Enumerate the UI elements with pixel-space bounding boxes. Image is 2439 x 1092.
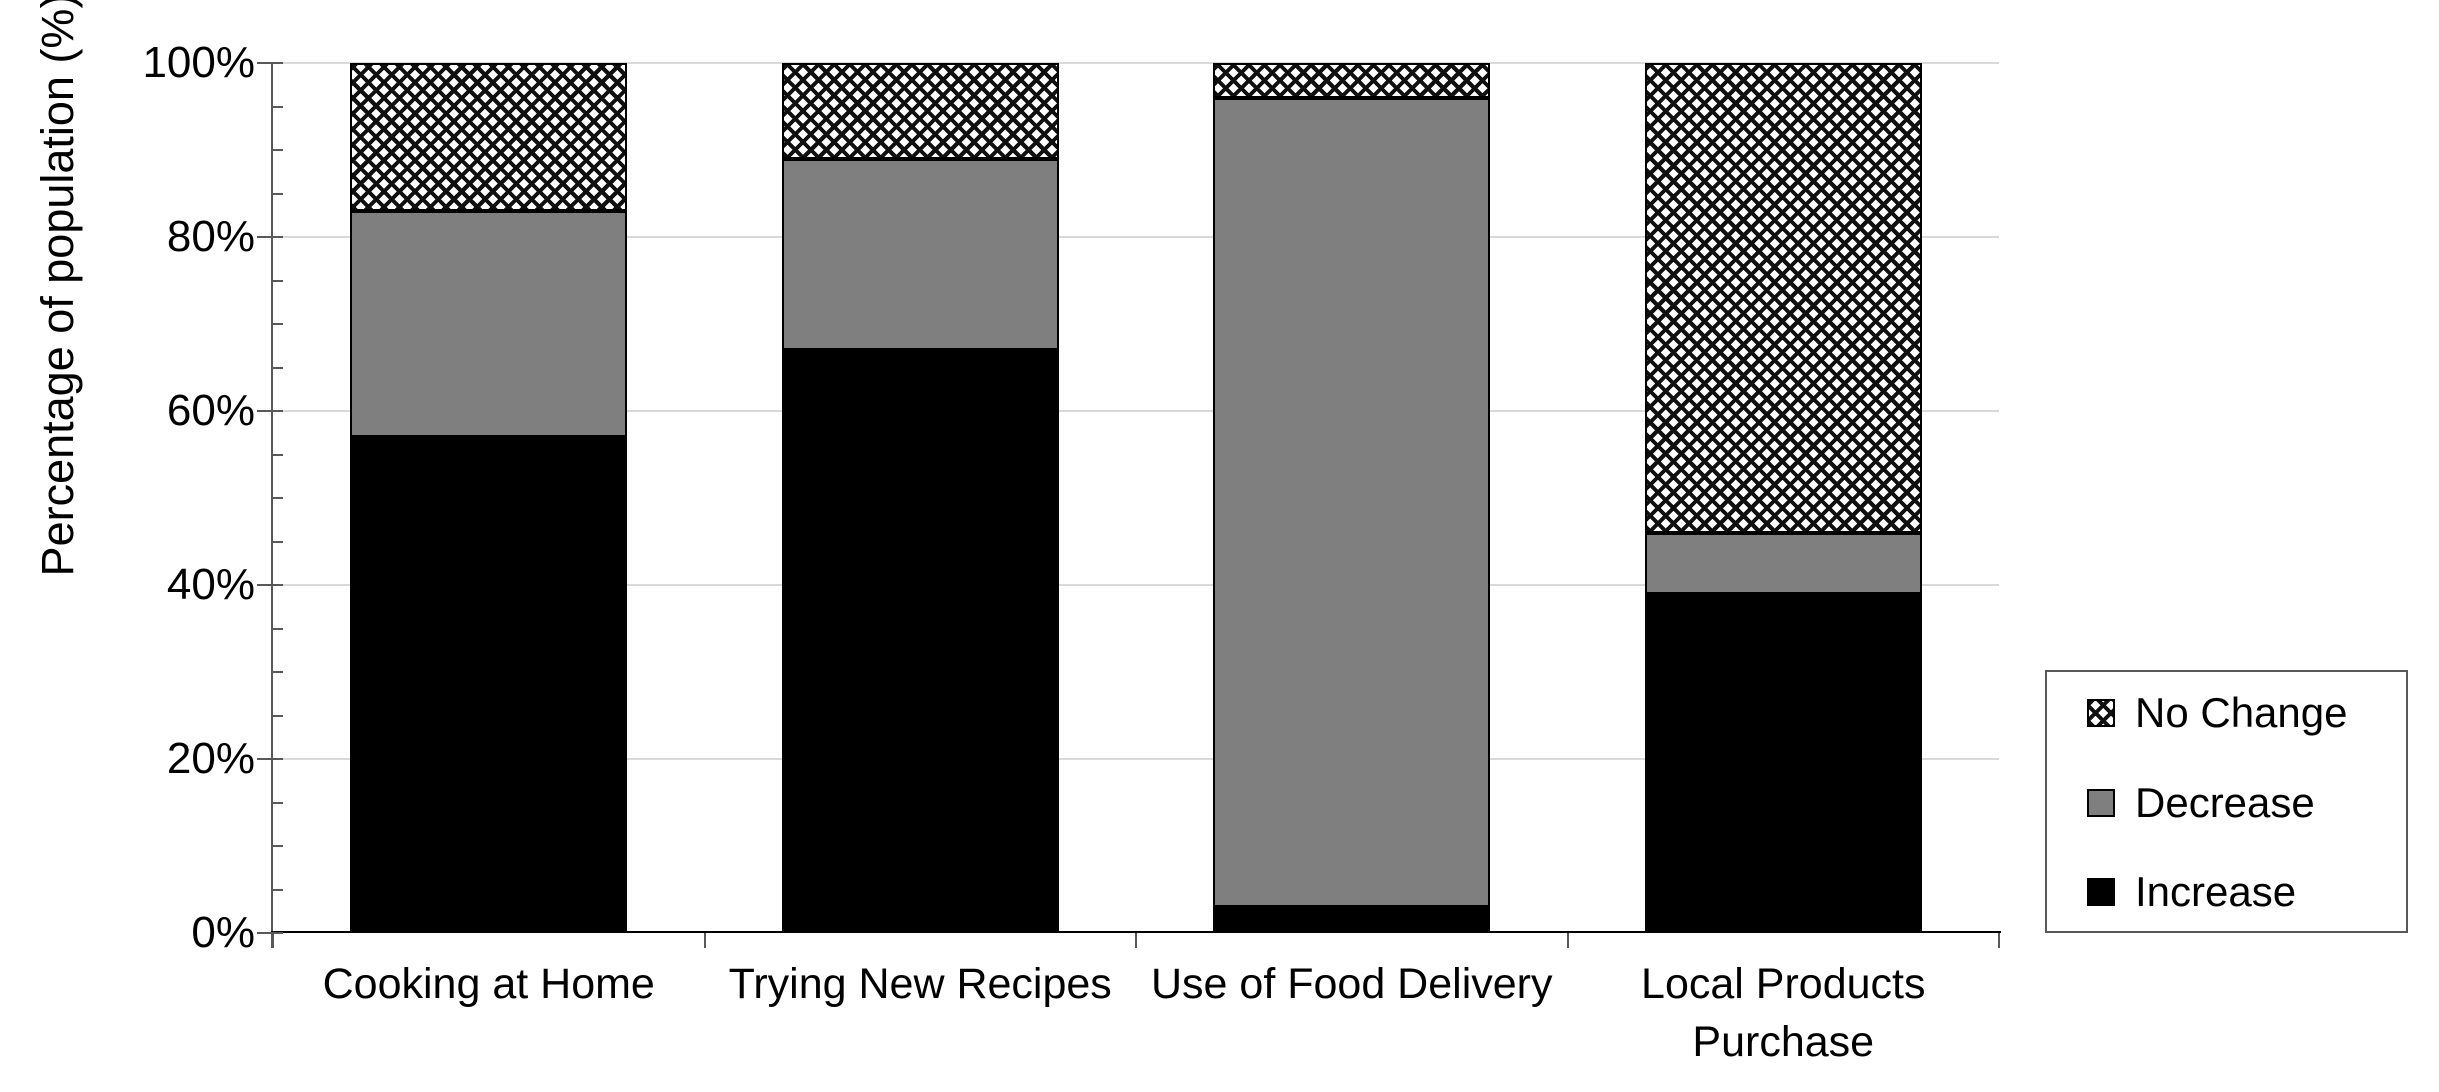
y-axis-minor-tick — [271, 366, 283, 369]
y-axis-minor-tick — [271, 845, 283, 847]
y-axis-minor-tick — [271, 192, 283, 195]
bar-segment-increase-use-of-food-delivery — [1213, 906, 1491, 933]
legend-label-no-change: No Change — [2135, 689, 2348, 736]
bar-segment-decrease-use-of-food-delivery — [1213, 97, 1491, 907]
y-tick-label: 100% — [142, 38, 255, 87]
y-axis-minor-tick — [271, 453, 283, 456]
y-axis-major-tick — [257, 410, 283, 412]
y-axis-minor-tick — [271, 279, 283, 282]
legend-swatch-no-change-icon — [2087, 699, 2115, 727]
legend-item-increase: Increase — [2047, 864, 2406, 920]
y-axis-minor-tick — [271, 888, 283, 891]
bar-segment-no-change-trying-new-recipes — [781, 63, 1059, 159]
y-axis-title: Percentage of population (%) — [32, 0, 83, 577]
gridline-80 — [273, 236, 1999, 238]
x-category-label-cooking-at-home: Cooking at Home — [322, 960, 655, 1008]
x-axis-tick — [1998, 933, 2000, 948]
y-tick-label: 20% — [166, 734, 255, 783]
y-axis-minor-tick — [271, 323, 283, 325]
legend-label-increase: Increase — [2135, 868, 2297, 915]
y-tick-label: 40% — [166, 560, 255, 609]
y-axis-minor-tick — [271, 627, 283, 630]
x-axis-tick — [1566, 933, 1569, 948]
y-axis-minor-tick — [271, 714, 283, 717]
bar-segment-no-change-cooking-at-home — [350, 63, 628, 211]
y-axis-major-tick — [257, 236, 283, 238]
bar-segment-no-change-local-products-purchase — [1644, 63, 1922, 533]
y-axis-minor-tick — [271, 149, 283, 151]
x-category-label-local-products-purchase: Local Products Purchase — [1641, 960, 1926, 1066]
gridline-40 — [273, 584, 1999, 586]
legend-item-no-change: No Change — [2047, 685, 2406, 741]
y-axis-minor-tick — [271, 105, 283, 108]
legend-label-decrease: Decrease — [2135, 779, 2315, 826]
x-axis-tick — [703, 933, 706, 948]
x-axis-line — [271, 931, 2001, 933]
gridline-60 — [273, 410, 1999, 412]
y-axis-major-tick — [257, 62, 283, 64]
y-axis-major-tick — [257, 584, 283, 586]
y-tick-label: 80% — [166, 212, 255, 261]
y-axis-major-tick — [257, 758, 283, 760]
y-axis-minor-tick — [271, 497, 283, 499]
bar-segment-increase-trying-new-recipes — [781, 350, 1059, 933]
y-axis-major-tick — [257, 932, 283, 934]
y-axis-minor-tick — [271, 671, 283, 673]
bar-segment-decrease-local-products-purchase — [1644, 532, 1922, 594]
legend-swatch-decrease-icon — [2087, 789, 2115, 817]
bar-segment-decrease-cooking-at-home — [350, 210, 628, 438]
legend-swatch-increase-icon — [2087, 878, 2115, 906]
x-category-label-trying-new-recipes: Trying New Recipes — [728, 960, 1112, 1008]
legend: No Change Decrease Increase — [2045, 670, 2408, 933]
y-tick-label: 60% — [166, 386, 255, 435]
y-axis-minor-tick — [271, 801, 283, 804]
x-category-label-use-of-food-delivery: Use of Food Delivery — [1151, 960, 1553, 1008]
bar-segment-increase-cooking-at-home — [350, 437, 628, 933]
x-axis-tick — [1135, 933, 1137, 948]
bar-segment-no-change-use-of-food-delivery — [1213, 63, 1491, 98]
y-axis-line — [271, 63, 273, 948]
bar-segment-increase-local-products-purchase — [1644, 593, 1922, 933]
gridline-20 — [273, 758, 1999, 760]
x-axis-tick — [272, 933, 274, 948]
bar-segment-decrease-trying-new-recipes — [781, 158, 1059, 351]
y-tick-label: 0% — [191, 908, 255, 957]
legend-item-decrease: Decrease — [2047, 775, 2406, 831]
gridline-100 — [273, 62, 1999, 64]
y-axis-minor-tick — [271, 540, 283, 543]
plot-area — [257, 62, 2001, 948]
